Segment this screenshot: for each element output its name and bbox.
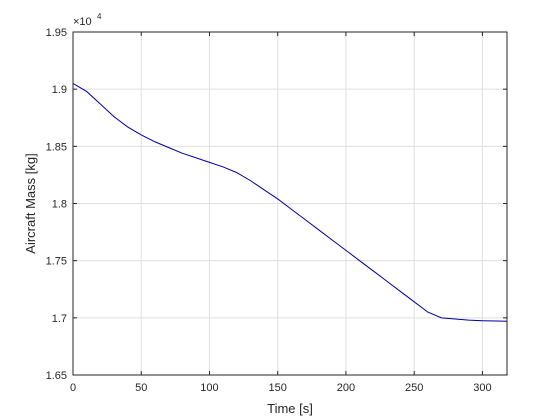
x-tick-label: 250 (405, 382, 423, 394)
y-axis-label: Aircraft Mass [kg] (23, 153, 38, 253)
x-tick-label: 100 (200, 382, 218, 394)
y-exponent-label: ×10 (73, 16, 92, 28)
grid-lines (72, 31, 507, 376)
x-tick-label: 300 (473, 382, 491, 394)
x-axis-label: Time [s] (267, 401, 313, 416)
x-tick-label: 0 (70, 382, 76, 394)
y-tick-label: 1.65 (46, 370, 67, 382)
x-tick-label: 150 (269, 382, 287, 394)
y-exponent-power: 4 (97, 12, 102, 21)
y-tick-label: 1.7 (52, 313, 67, 325)
tick-labels: 0 50 100 150 200 250 300 1.65 1.7 1.75 1.8 1.85 1.9 1… (46, 27, 492, 394)
y-tick-label: 1.85 (46, 141, 67, 153)
series-layer (72, 83, 508, 322)
y-tick-label: 1.9 (52, 84, 67, 96)
series-line (72, 83, 508, 322)
y-tick-label: 1.75 (46, 256, 67, 268)
x-tick-label: 200 (337, 382, 355, 394)
axis-ticks (72, 31, 507, 376)
x-tick-label: 50 (135, 382, 147, 394)
y-tick-label: 1.95 (46, 27, 67, 39)
y-tick-label: 1.8 (52, 199, 67, 211)
